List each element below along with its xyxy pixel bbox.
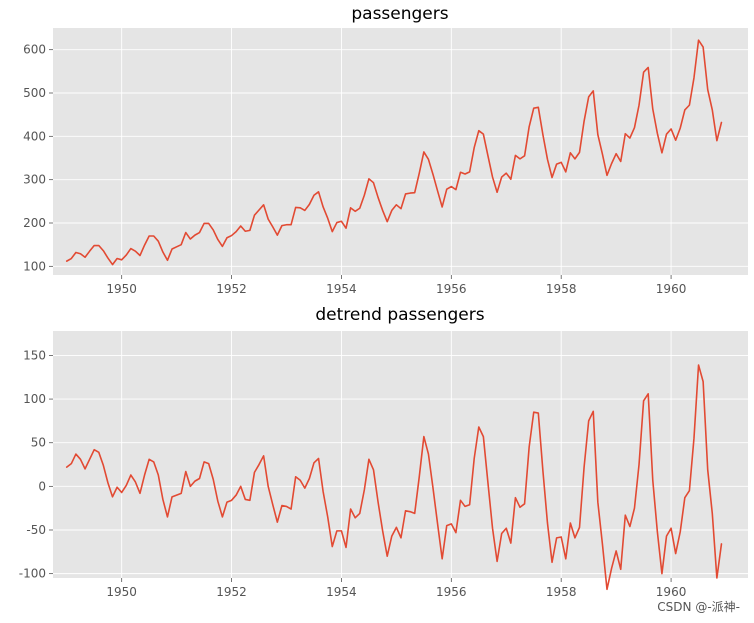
plot-area [53, 28, 748, 275]
y-tick-label: 100 [23, 392, 46, 406]
y-tick-label: -50 [26, 523, 46, 537]
grid [53, 331, 748, 578]
y-tick-label: 300 [23, 173, 46, 187]
y-tick-label: 150 [23, 348, 46, 362]
x-tick-label: 1960 [656, 282, 687, 296]
x-tick-label: 1960 [656, 585, 687, 599]
y-tick-label: 0 [38, 479, 46, 493]
x-tick-label: 1952 [216, 585, 247, 599]
x-tick-label: 1956 [436, 282, 467, 296]
x-tick-label: 1956 [436, 585, 467, 599]
x-tick-label: 1952 [216, 282, 247, 296]
passengers-chart: 1950 1952 1954 1956 1958 1960 100 200 300 400 500 6… [23, 4, 748, 296]
x-tick-label: 1958 [546, 282, 577, 296]
x-tick-label: 1954 [326, 585, 357, 599]
series-lines [65, 364, 723, 591]
series-line [65, 39, 723, 266]
y-tick-label: 500 [23, 86, 46, 100]
x-tick-label: 1950 [106, 585, 137, 599]
x-tick-label: 1954 [326, 282, 357, 296]
grid [53, 28, 748, 275]
detrend-passengers-chart: 1950 1952 1954 1956 1958 1960 -100 -50 0 50 100 150… [19, 305, 748, 599]
y-tick-label: 600 [23, 43, 46, 57]
series-lines [65, 39, 723, 266]
y-tick-label: 200 [23, 216, 46, 230]
axis-ticks: 1950 1952 1954 1956 1958 1960 100 200 300 400 500 6… [23, 43, 686, 296]
y-tick-label: 400 [23, 129, 46, 143]
chart-title: detrend passengers [315, 305, 484, 325]
series-line [65, 364, 723, 591]
x-tick-label: 1958 [546, 585, 577, 599]
y-tick-label: 100 [23, 259, 46, 273]
plot-area [53, 331, 748, 578]
chart-title: passengers [351, 4, 448, 24]
axis-ticks: 1950 1952 1954 1956 1958 1960 -100 -50 0 50 100 150 [19, 348, 687, 599]
watermark: CSDN @-派神- [657, 600, 740, 614]
y-tick-label: 50 [31, 436, 46, 450]
y-tick-label: -100 [19, 567, 46, 581]
x-tick-label: 1950 [106, 282, 137, 296]
